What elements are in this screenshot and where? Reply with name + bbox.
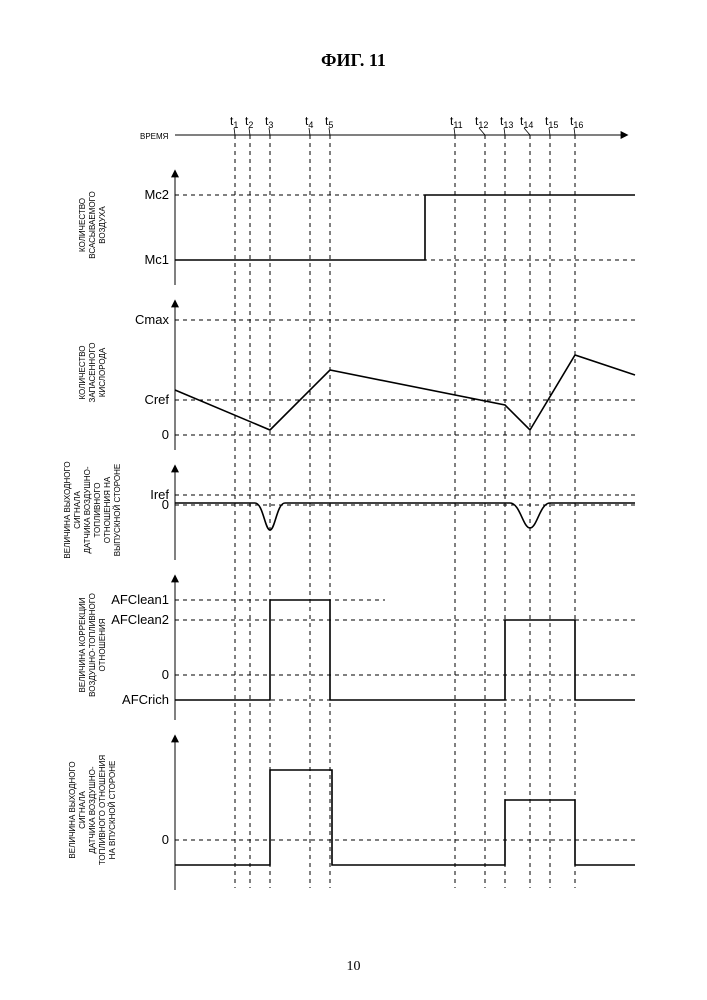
- tick-label-t1: t1: [230, 114, 238, 130]
- timing-diagram: ВРЕМЯ t1 t2 t3 t4 t5 t11 t12 t13 t14 t15 t16 КОЛИЧЕС…: [55, 80, 655, 900]
- y-label-downstream_afr_sensor: ВЕЛИЧИНА ВЫХОДНОГОСИГНАЛАДАТЧИКА ВОЗДУШН…: [63, 461, 122, 558]
- tick-label-t14: t14: [520, 114, 533, 130]
- signal-afr_correction: [175, 600, 635, 700]
- signal-downstream_afr_sensor: [175, 503, 635, 530]
- tick-label-t5: t5: [325, 114, 333, 130]
- signal-upstream_afr_sensor: [175, 770, 635, 865]
- ref-label-afr_correction-AFClean2: AFClean2: [111, 612, 169, 627]
- tick-label-t3: t3: [265, 114, 273, 130]
- ref-label-afr_correction-AFCrich: AFCrich: [122, 692, 169, 707]
- ref-label-intake_air-Mc1: Mc1: [144, 252, 169, 267]
- y-label-afr_correction: ВЕЛИЧИНА КОРРЕКЦИИВОЗДУШНО-ТОПЛИВНОГООТН…: [78, 593, 107, 697]
- tick-label-t13: t13: [500, 114, 513, 130]
- ref-label-intake_air-Mc2: Mc2: [144, 187, 169, 202]
- signal-intake_air: [175, 195, 635, 260]
- ref-label-afr_correction-0: 0: [162, 667, 169, 682]
- y-label-stored_oxygen: КОЛИЧЕСТВОЗАПАСЕННОГОКИСЛОРОДА: [78, 343, 107, 403]
- ref-label-afr_correction-AFClean1: AFClean1: [111, 592, 169, 607]
- tick-label-t16: t16: [570, 114, 583, 130]
- page-number: 10: [0, 959, 707, 975]
- figure-title: ФИГ. 11: [0, 50, 707, 71]
- ref-label-stored_oxygen-0: 0: [162, 427, 169, 442]
- ref-label-stored_oxygen-Cmax: Cmax: [135, 312, 169, 327]
- y-label-intake_air: КОЛИЧЕСТВОВСАСЫВАЕМОГОВОЗДУХА: [78, 191, 107, 258]
- signal-stored_oxygen: [175, 355, 635, 430]
- tick-label-t15: t15: [545, 114, 558, 130]
- tick-label-t4: t4: [305, 114, 313, 130]
- ref-label-downstream_afr_sensor-0: 0: [162, 497, 169, 512]
- ref-label-upstream_afr_sensor-0: 0: [162, 832, 169, 847]
- tick-label-t11: t11: [450, 114, 463, 130]
- ref-label-stored_oxygen-Cref: Cref: [144, 392, 169, 407]
- tick-label-t12: t12: [475, 114, 488, 130]
- tick-label-t2: t2: [245, 114, 253, 130]
- y-label-upstream_afr_sensor: ВЕЛИЧИНА ВЫХОДНОГОСИГНАЛАДАТЧИКА ВОЗДУШН…: [68, 755, 117, 865]
- time-axis-label: ВРЕМЯ: [140, 132, 169, 141]
